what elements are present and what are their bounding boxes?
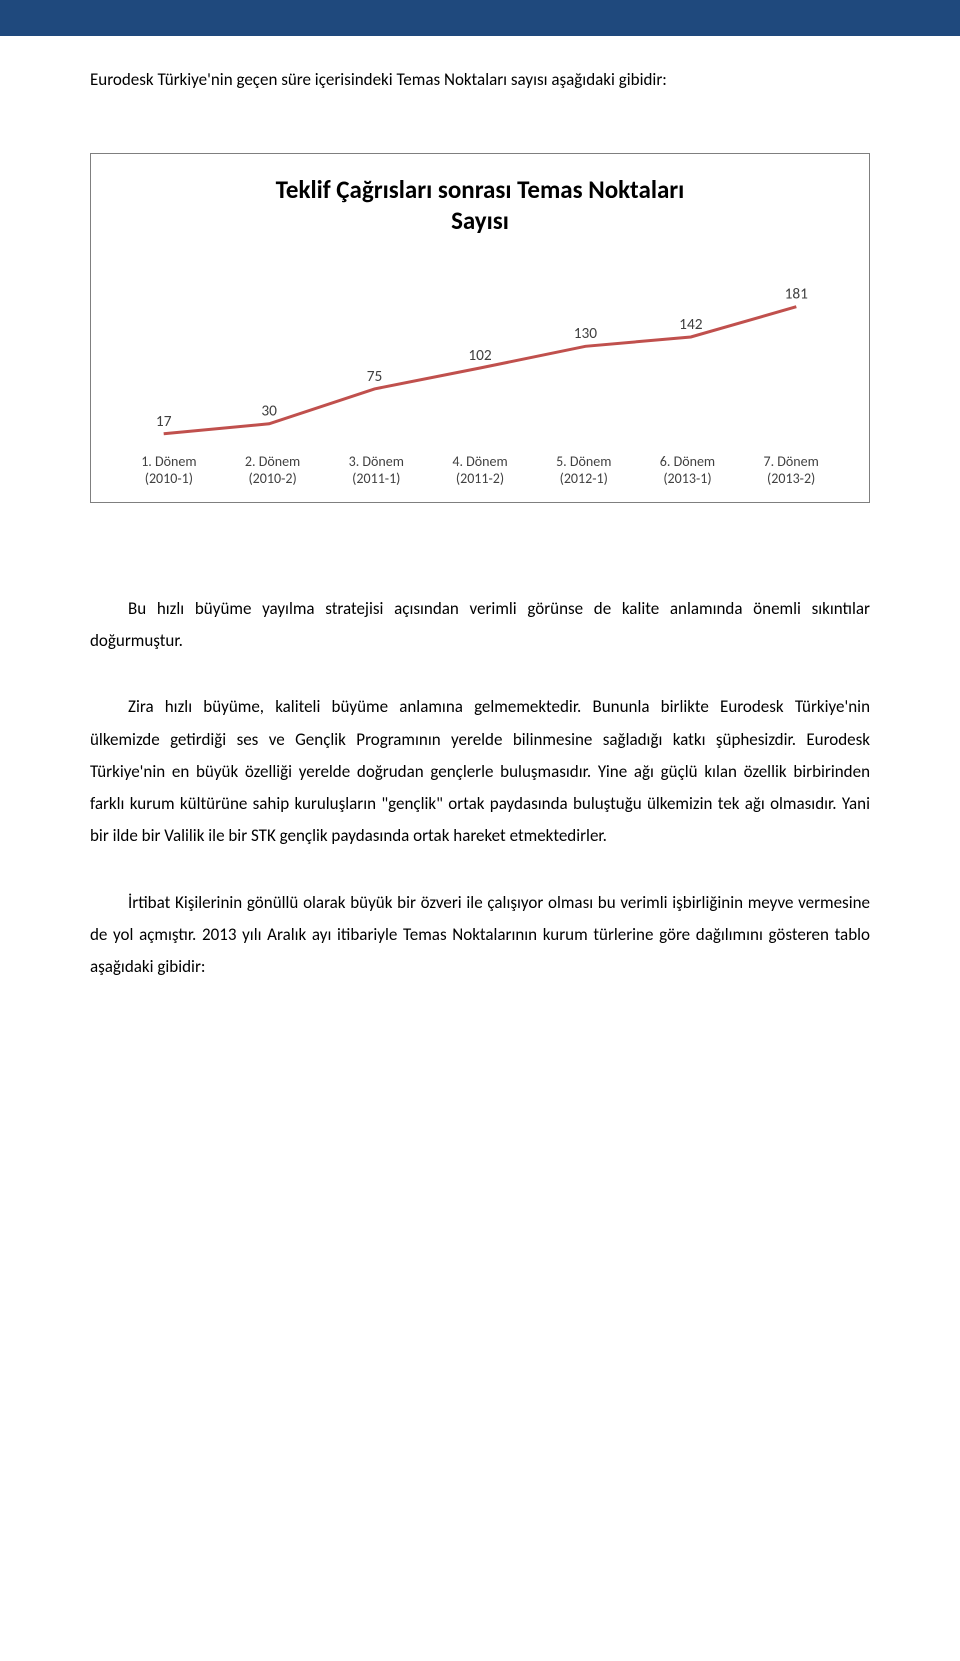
chart-data-label: 181: [785, 286, 809, 304]
chart-title: Teklif Çağrısları sonrası Temas Noktalar…: [111, 174, 849, 237]
chart-svg: 17 30 75 102 130 142 181: [111, 267, 849, 447]
chart-category-label: 7. Dönem(2013-2): [739, 453, 843, 488]
paragraph-1: Bu hızlı büyüme yayılma stratejisi açısı…: [90, 593, 870, 658]
intro-text: Eurodesk Türkiye'nin geçen süre içerisin…: [90, 66, 870, 93]
paragraph-2: Zira hızlı büyüme, kaliteli büyüme anlam…: [90, 691, 870, 852]
chart-plot-area: 17 30 75 102 130 142 181: [111, 267, 849, 447]
header-bar: [0, 0, 960, 36]
chart-category-label: 6. Dönem(2013-1): [636, 453, 740, 488]
chart-data-label: 102: [468, 347, 492, 365]
chart-category-labels: 1. Dönem(2010-1)2. Dönem(2010-2)3. Dönem…: [111, 453, 849, 488]
chart-category-label: 1. Dönem(2010-1): [117, 453, 221, 488]
chart-data-label: 17: [156, 413, 172, 431]
chart-title-line1: Teklif Çağrısları sonrası Temas Noktalar…: [276, 174, 685, 205]
chart-data-label: 30: [261, 403, 277, 421]
chart-category-label: 2. Dönem(2010-2): [221, 453, 325, 488]
page-content: Eurodesk Türkiye'nin geçen süre içerisin…: [0, 36, 960, 1078]
chart-data-label: 142: [679, 316, 703, 334]
chart-data-label: 130: [574, 325, 598, 343]
chart-title-line2: Sayısı: [451, 205, 509, 236]
paragraph-3: İrtibat Kişilerinin gönüllü olarak büyük…: [90, 887, 870, 984]
chart-category-label: 4. Dönem(2011-2): [428, 453, 532, 488]
chart-category-label: 3. Dönem(2011-1): [324, 453, 428, 488]
chart-data-label: 75: [367, 368, 383, 386]
chart-container: Teklif Çağrısları sonrası Temas Noktalar…: [90, 153, 870, 503]
chart-category-label: 5. Dönem(2012-1): [532, 453, 636, 488]
